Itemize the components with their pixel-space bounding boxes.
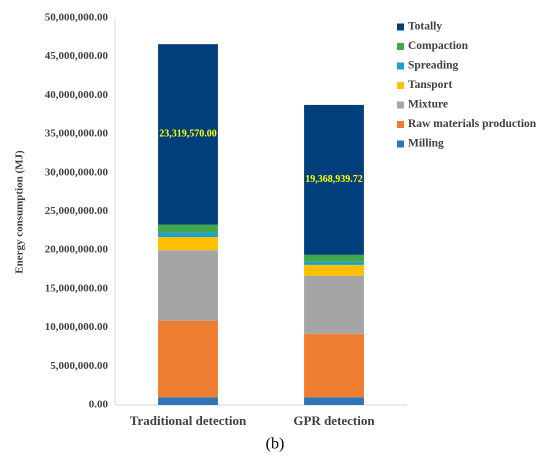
legend-swatch: [397, 140, 404, 148]
bar-segment: [158, 250, 218, 321]
bar-segment: [158, 237, 218, 251]
bar-segment: [304, 104, 364, 255]
legend-label: Spreading: [408, 60, 459, 72]
bar-segment: [304, 333, 364, 398]
legend-swatch: [397, 121, 404, 128]
y-tick-label: 50,000,000.00: [45, 12, 109, 24]
bar-segment: [158, 232, 218, 238]
legend-swatch: [397, 101, 404, 109]
y-tick-label: 25,000,000.00: [45, 205, 109, 217]
x-tick-label: GPR detection: [293, 413, 375, 428]
bar-segment: [158, 224, 218, 233]
y-tick-label: 5,000,000.00: [50, 360, 108, 372]
y-tick-label: 20,000,000.00: [45, 244, 109, 256]
bar-segment: [304, 254, 364, 262]
y-tick-label: 0.00: [89, 399, 109, 411]
y-tick-label: 40,000,000.00: [45, 89, 109, 101]
legend-label: Milling: [408, 138, 444, 150]
bar-segment: [158, 44, 218, 225]
bar-segment: [158, 320, 218, 398]
legend-swatch: [397, 43, 404, 50]
legend-swatch: [397, 82, 404, 89]
legend-label: Tansport: [408, 79, 452, 91]
legend-swatch: [397, 62, 404, 70]
bar-segment: [304, 397, 364, 405]
bar-segment: [304, 264, 364, 276]
x-tick-label: Traditional detection: [130, 413, 247, 428]
value-label: 19,368,939.72: [305, 174, 363, 185]
legend-label: Compaction: [408, 40, 469, 52]
bar-segment: [158, 397, 218, 405]
caption: (b): [266, 436, 285, 453]
y-axis-label: Energy consumption (MJ): [14, 150, 26, 274]
bar-segment: [304, 275, 364, 334]
y-tick-label: 10,000,000.00: [45, 321, 109, 333]
value-label: 23,319,570.00: [159, 129, 217, 140]
y-tick-label: 15,000,000.00: [45, 282, 109, 294]
legend-label: Totally: [408, 21, 442, 33]
y-tick-label: 30,000,000.00: [45, 166, 109, 178]
legend-label: Mixture: [408, 99, 448, 111]
legend-swatch: [397, 23, 404, 31]
y-tick-label: 35,000,000.00: [45, 128, 109, 140]
bar-segment: [304, 261, 364, 265]
y-tick-label: 45,000,000.00: [45, 50, 109, 62]
legend-label: Raw materials production: [408, 118, 537, 130]
